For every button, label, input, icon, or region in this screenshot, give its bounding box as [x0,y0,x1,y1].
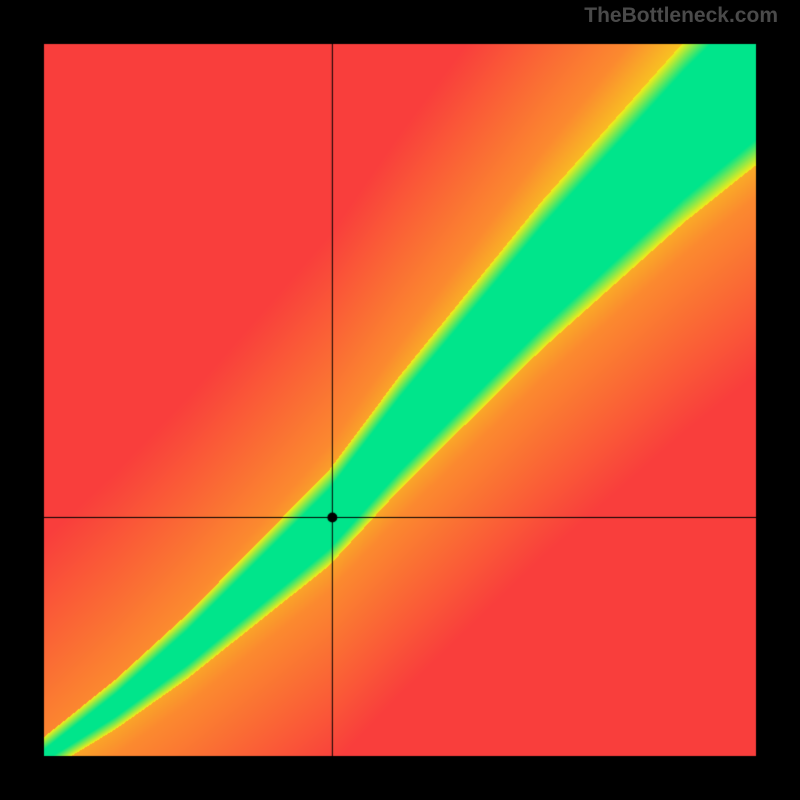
chart-container: TheBottleneck.com [0,0,800,800]
watermark-text: TheBottleneck.com [584,4,778,28]
heatmap-canvas [0,0,800,800]
